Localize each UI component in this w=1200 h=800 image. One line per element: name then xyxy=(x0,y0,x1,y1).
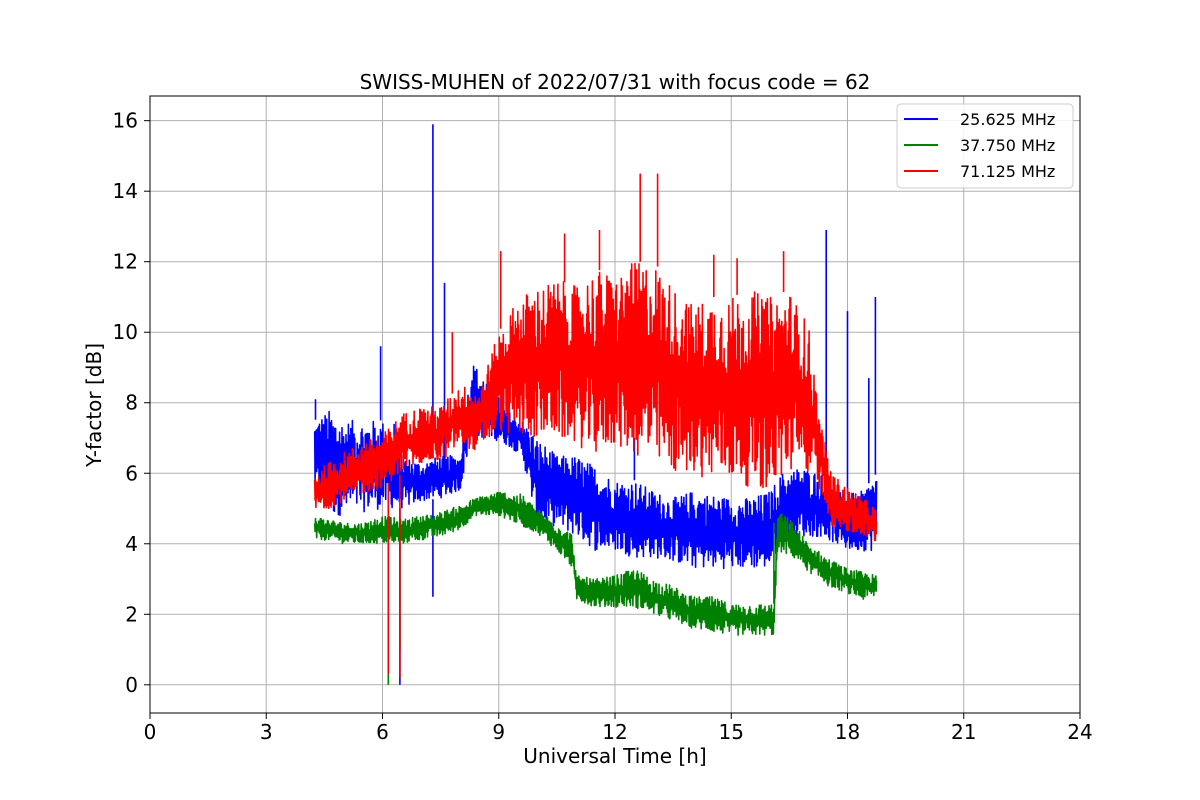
x-axis-label: Universal Time [h] xyxy=(523,744,706,768)
x-tick-label: 24 xyxy=(1067,720,1092,744)
x-axis: 0 3 6 9 12 15 18 21 24 xyxy=(144,713,1093,744)
y-tick-label: 8 xyxy=(125,391,138,415)
x-tick-label: 21 xyxy=(951,720,976,744)
y-tick-label: 0 xyxy=(125,673,138,697)
legend-box xyxy=(896,103,1074,189)
x-tick-label: 3 xyxy=(260,720,273,744)
y-tick-label: 14 xyxy=(113,179,138,203)
legend: 25.625 MHz 37.750 MHz 71.125 MHz xyxy=(896,103,1074,189)
y-axis: 0 2 4 6 8 10 12 14 16 xyxy=(113,109,150,697)
chart-title: SWISS-MUHEN of 2022/07/31 with focus cod… xyxy=(360,70,871,94)
y-tick-label: 4 xyxy=(125,532,138,556)
y-tick-label: 2 xyxy=(125,602,138,626)
series-layer xyxy=(313,124,878,685)
x-tick-label: 12 xyxy=(602,720,627,744)
x-tick-label: 18 xyxy=(835,720,860,744)
x-tick-label: 15 xyxy=(719,720,744,744)
x-tick-label: 0 xyxy=(144,720,157,744)
y-axis-label: Y-factor [dB] xyxy=(82,343,106,468)
legend-label: 71.125 MHz xyxy=(960,162,1055,181)
y-tick-label: 6 xyxy=(125,461,138,485)
y-tick-label: 10 xyxy=(113,320,138,344)
legend-label: 37.750 MHz xyxy=(960,136,1055,155)
series-line-3 xyxy=(313,173,878,678)
x-tick-label: 9 xyxy=(492,720,505,744)
legend-label: 25.625 MHz xyxy=(960,110,1055,129)
y-tick-label: 16 xyxy=(113,109,138,133)
y-tick-label: 12 xyxy=(113,250,138,274)
x-tick-label: 6 xyxy=(376,720,389,744)
